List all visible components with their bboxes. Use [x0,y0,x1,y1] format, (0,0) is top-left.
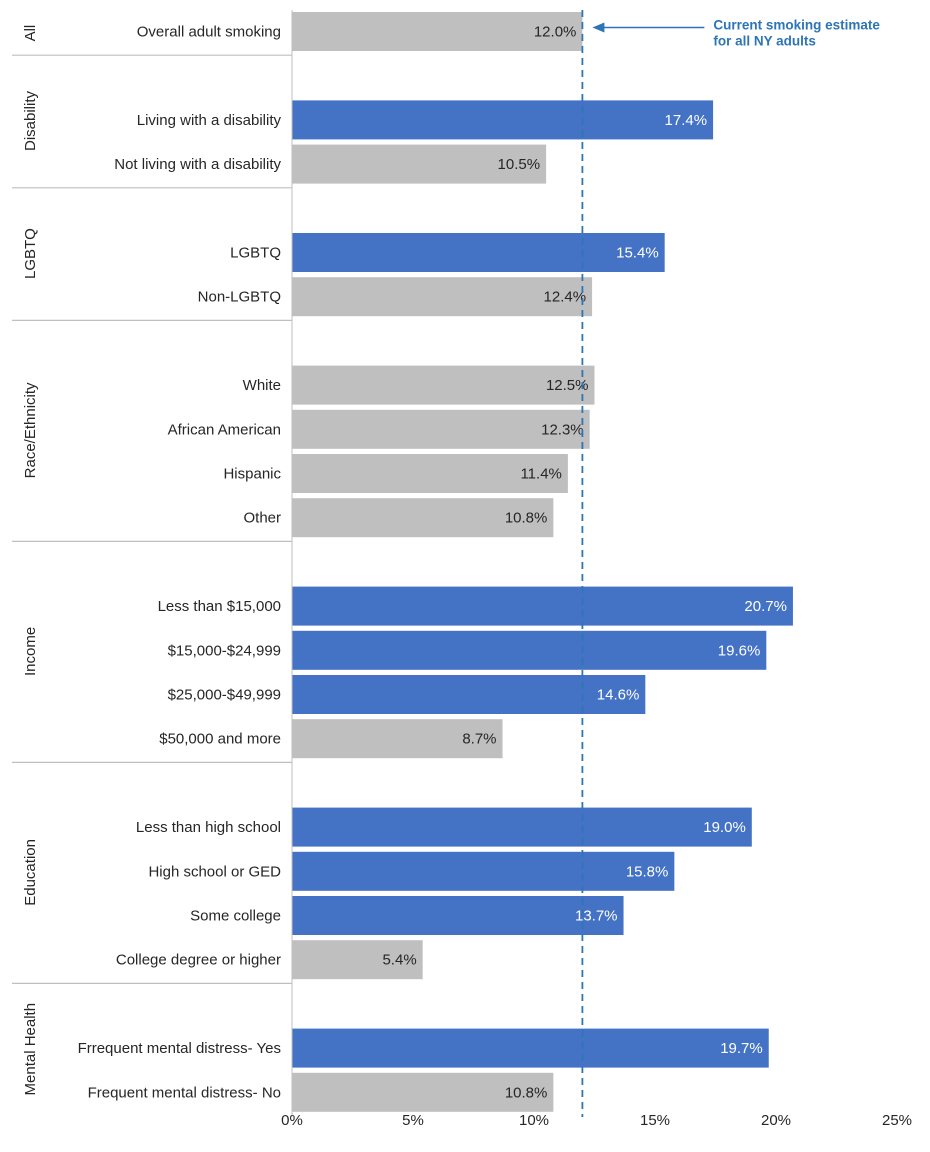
group-label: Mental Health [22,1003,39,1096]
category-label: African American [168,421,281,438]
data-label: 19.6% [718,642,761,659]
data-label: 12.0% [534,24,577,41]
data-label: 11.4% [520,466,561,483]
group-label: LGBTQ [22,228,39,279]
data-label: 19.0% [703,819,746,836]
data-label: 8.7% [462,731,496,748]
category-label: Other [243,510,281,527]
category-label: Not living with a disability [114,156,281,173]
group-label: Income [22,627,39,676]
group-label: Race/Ethnicity [22,382,39,478]
bar [292,896,624,935]
category-label: $25,000-$49,999 [168,687,281,704]
category-label: Frequent mental distress- No [88,1084,281,1101]
x-tick-label: 0% [281,1112,303,1129]
data-label: 10.8% [505,1084,548,1101]
x-tick-label: 5% [402,1112,424,1129]
data-label: 10.8% [505,510,548,527]
bar [292,365,595,405]
data-label: 15.8% [626,863,669,880]
group-labels: All Disability LGBTQ Race/Ethnicity Income Ed… [22,25,39,1096]
bar [292,1072,554,1112]
x-tick-label: 15% [640,1112,670,1129]
category-labels: Overall adult smoking Living with a disab… [78,24,282,1102]
data-label: 12.5% [546,377,589,394]
bar [292,630,767,670]
category-label: Non-LGBTQ [198,289,281,306]
bar [292,586,793,626]
bar [292,851,675,891]
bar [292,277,593,317]
annotation-text: Current smoking estimate [713,18,880,33]
x-tick-label: 20% [761,1112,791,1129]
category-label: Living with a disability [137,112,282,129]
bar [292,940,423,980]
group-dividers [12,54,292,985]
group-label: Disability [22,90,39,151]
x-tick-label: 10% [519,1112,549,1129]
bar [292,719,503,759]
data-label: 15.4% [616,245,659,262]
category-label: College degree or higher [116,952,281,969]
data-label: 19.7% [720,1040,763,1057]
category-label: Less than $15,000 [158,598,281,615]
bar [292,498,554,538]
group-label: Education [22,839,39,906]
category-label: Less than high school [136,819,281,836]
data-label: 13.7% [575,908,618,925]
bar [292,1028,769,1068]
category-label: LGBTQ [230,245,281,262]
annotation-text: for all NY adults [713,34,816,49]
bar [292,454,568,493]
data-label: 12.3% [541,421,584,438]
bar [292,409,590,449]
category-label: Frrequent mental distress- Yes [78,1040,281,1057]
bar [292,675,646,714]
x-tick-label: 25% [882,1112,912,1129]
data-label: 20.7% [744,598,787,615]
annotation-arrowhead [592,22,605,33]
bar [292,144,547,184]
x-axis: 0% 5% 10% 15% 20% 25% [281,10,912,1129]
bar [292,100,714,140]
data-label: 10.5% [498,156,541,173]
category-label: White [243,377,281,394]
value-labels: 12.0% 17.4% 10.5% 15.4% 12.4% 12.5% 12.3% 11.4%… [382,24,786,1102]
data-label: 12.4% [544,289,587,306]
bar [292,807,752,847]
category-label: Hispanic [223,466,281,483]
category-label: Overall adult smoking [137,24,281,41]
bar [292,12,583,51]
bars [292,12,793,1112]
group-label: All [22,25,39,42]
data-label: 14.6% [597,687,640,704]
category-label: $15,000-$24,999 [168,642,281,659]
category-label: High school or GED [148,863,281,880]
data-label: 17.4% [665,112,708,129]
data-label: 5.4% [382,952,416,969]
category-label: $50,000 and more [159,731,281,748]
category-label: Some college [190,908,281,925]
bar [292,233,665,272]
